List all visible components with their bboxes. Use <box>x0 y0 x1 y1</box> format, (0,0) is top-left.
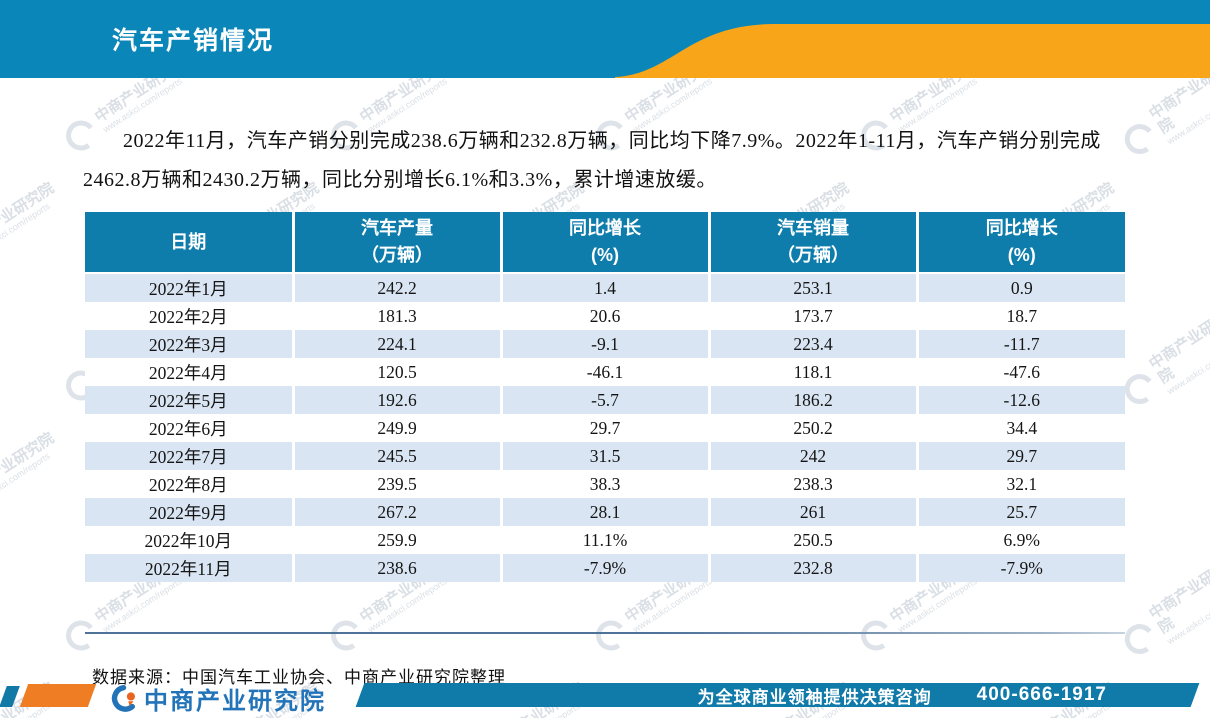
date-cell: 2022年3月 <box>85 330 293 358</box>
table-row: 2022年4月 120.5 -46.1 118.1 -47.6 <box>85 358 1125 386</box>
watermark-logo-icon <box>1123 622 1157 657</box>
value-cell: 38.3 <box>499 470 709 498</box>
value-cell: -9.1 <box>499 330 709 358</box>
value-cell: -47.6 <box>915 358 1125 386</box>
watermark-logo-icon <box>1123 372 1157 407</box>
date-cell: 2022年8月 <box>85 470 293 498</box>
column-header: 日期 <box>85 212 293 274</box>
value-cell: -7.9% <box>915 554 1125 582</box>
table-row: 2022年2月 181.3 20.6 173.7 18.7 <box>85 302 1125 330</box>
value-cell: -5.7 <box>499 386 709 414</box>
value-cell: 1.4 <box>499 273 709 302</box>
value-cell: 261 <box>707 498 917 526</box>
value-cell: 223.4 <box>707 330 917 358</box>
date-cell: 2022年4月 <box>85 358 293 386</box>
value-cell: 0.9 <box>915 273 1125 302</box>
value-cell: 232.8 <box>707 554 917 582</box>
column-header: 同比增长 (%) <box>499 212 709 274</box>
value-cell: -7.9% <box>499 554 709 582</box>
value-cell: 34.4 <box>915 414 1125 442</box>
date-cell: 2022年7月 <box>85 442 293 470</box>
value-cell: 192.6 <box>291 386 501 414</box>
value-cell: 238.6 <box>291 554 501 582</box>
table-body: 2022年1月 242.2 1.4 253.1 0.9 2022年2月 181.3 20.6 1… <box>85 273 1125 582</box>
value-cell: 118.1 <box>707 358 917 386</box>
date-cell: 2022年11月 <box>85 554 293 582</box>
watermark-logo-icon <box>859 618 893 653</box>
value-cell: 181.3 <box>291 302 501 330</box>
table-row: 2022年1月 242.2 1.4 253.1 0.9 <box>85 273 1125 302</box>
date-cell: 2022年10月 <box>85 526 293 554</box>
table-header-row: 日期 汽车产量 （万辆） 同比增长 (%) 汽车销量 （万辆） 同比增长 (%) <box>85 212 1125 274</box>
value-cell: 120.5 <box>291 358 501 386</box>
company-logo-icon <box>111 685 135 712</box>
value-cell: 18.7 <box>915 302 1125 330</box>
divider-line <box>85 632 1125 634</box>
value-cell: 31.5 <box>499 442 709 470</box>
value-cell: 173.7 <box>707 302 917 330</box>
value-cell: 267.2 <box>291 498 501 526</box>
watermark-logo-icon <box>594 618 628 653</box>
footer-slogan: 为全球商业领袖提供决策咨询 <box>697 687 932 707</box>
table-row: 2022年8月 239.5 38.3 238.3 32.1 <box>85 470 1125 498</box>
table-row: 2022年3月 224.1 -9.1 223.4 -11.7 <box>85 330 1125 358</box>
value-cell: -12.6 <box>915 386 1125 414</box>
date-cell: 2022年1月 <box>85 273 293 302</box>
data-table: 日期 汽车产量 （万辆） 同比增长 (%) 汽车销量 （万辆） 同比增长 (%) 202… <box>85 212 1125 582</box>
value-cell: 253.1 <box>707 273 917 302</box>
value-cell: -11.7 <box>915 330 1125 358</box>
value-cell: 250.5 <box>707 526 917 554</box>
value-cell: 186.2 <box>707 386 917 414</box>
watermark-logo-icon <box>64 618 98 653</box>
footer-band-content: 为全球商业领袖提供决策咨询 400-666-1917 <box>360 683 1195 707</box>
footer-phone-number: 400-666-1917 <box>976 684 1107 705</box>
value-cell: 249.9 <box>291 414 501 442</box>
intro-paragraph: 2022年11月，汽车产销分别完成238.6万辆和232.8万辆，同比均下降7.… <box>83 130 1101 191</box>
footer-orange-ribbon-decoration <box>19 684 97 707</box>
table-row: 2022年11月 238.6 -7.9% 232.8 -7.9% <box>85 554 1125 582</box>
source-note: 数据来源：中国汽车工业协会、中商产业研究院整理 <box>92 668 506 687</box>
date-cell: 2022年6月 <box>85 414 293 442</box>
table-row: 2022年5月 192.6 -5.7 186.2 -12.6 <box>85 386 1125 414</box>
value-cell: -46.1 <box>499 358 709 386</box>
table-row: 2022年6月 249.9 29.7 250.2 34.4 <box>85 414 1125 442</box>
value-cell: 242 <box>707 442 917 470</box>
value-cell: 29.7 <box>499 414 709 442</box>
header-wave-decoration <box>615 24 1210 78</box>
value-cell: 32.1 <box>915 470 1125 498</box>
page-title: 汽车产销情况 <box>112 27 275 55</box>
table-row: 2022年9月 267.2 28.1 261 25.7 <box>85 498 1125 526</box>
value-cell: 6.9% <box>915 526 1125 554</box>
date-cell: 2022年5月 <box>85 386 293 414</box>
footer-logo: 中商产业研究院 <box>110 681 326 716</box>
column-header: 汽车销量 （万辆） <box>707 212 917 274</box>
value-cell: 238.3 <box>707 470 917 498</box>
column-header: 同比增长 (%) <box>915 212 1125 274</box>
value-cell: 20.6 <box>499 302 709 330</box>
date-cell: 2022年9月 <box>85 498 293 526</box>
table-row: 2022年7月 245.5 31.5 242 29.7 <box>85 442 1125 470</box>
value-cell: 250.2 <box>707 414 917 442</box>
column-header: 汽车产量 （万辆） <box>291 212 501 274</box>
value-cell: 242.2 <box>291 273 501 302</box>
value-cell: 29.7 <box>915 442 1125 470</box>
value-cell: 28.1 <box>499 498 709 526</box>
footer-blue-sliver-decoration <box>0 686 20 707</box>
value-cell: 259.9 <box>291 526 501 554</box>
date-cell: 2022年2月 <box>85 302 293 330</box>
value-cell: 224.1 <box>291 330 501 358</box>
value-cell: 11.1% <box>499 526 709 554</box>
value-cell: 245.5 <box>291 442 501 470</box>
value-cell: 25.7 <box>915 498 1125 526</box>
table-row: 2022年10月 259.9 11.1% 250.5 6.9% <box>85 526 1125 554</box>
watermark-logo-icon <box>329 618 363 653</box>
footer-logo-text: 中商产业研究院 <box>144 688 326 715</box>
table-head: 日期 汽车产量 （万辆） 同比增长 (%) 汽车销量 （万辆） 同比增长 (%) <box>85 212 1125 274</box>
value-cell: 239.5 <box>291 470 501 498</box>
